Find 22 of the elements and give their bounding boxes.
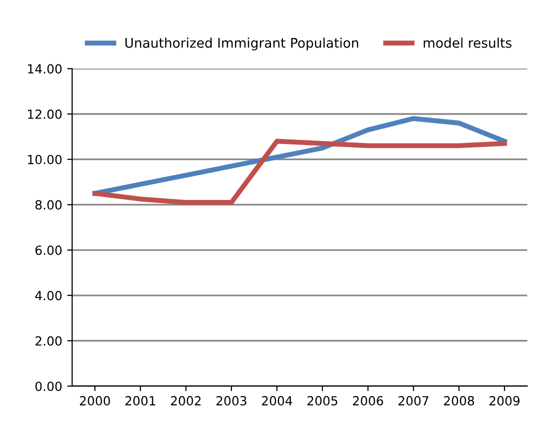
x-tick-label: 2008	[444, 396, 474, 406]
y-tick-label: 0.00	[35, 382, 62, 392]
x-tick-label: 2006	[352, 396, 384, 406]
y-tick-label: 14.00	[28, 64, 62, 74]
y-tick-label: 2.00	[36, 336, 62, 346]
x-tick-label: 2003	[216, 396, 246, 406]
legend-label: Unauthorized Immigrant Population	[125, 38, 358, 50]
y-tick-label: 4.00	[35, 290, 62, 300]
x-tick-label: 2000	[80, 396, 110, 406]
x-tick-label: 2007	[398, 396, 428, 406]
y-tick-label: 10.00	[28, 154, 62, 164]
line-series	[92, 138, 507, 205]
x-tick-label: 2001	[125, 396, 156, 406]
x-tick-label: 2002	[170, 396, 201, 406]
y-tick-label: 8.00	[35, 200, 62, 210]
x-tick-label: 2004	[262, 396, 292, 406]
x-tick-label: 2005	[307, 396, 338, 406]
y-tick-label: 6.00	[35, 246, 62, 255]
legend-label: model results	[424, 38, 512, 48]
y-tick-label: 12.00	[28, 109, 62, 119]
x-tick-label: 2009	[490, 396, 520, 406]
line-series	[92, 116, 507, 196]
